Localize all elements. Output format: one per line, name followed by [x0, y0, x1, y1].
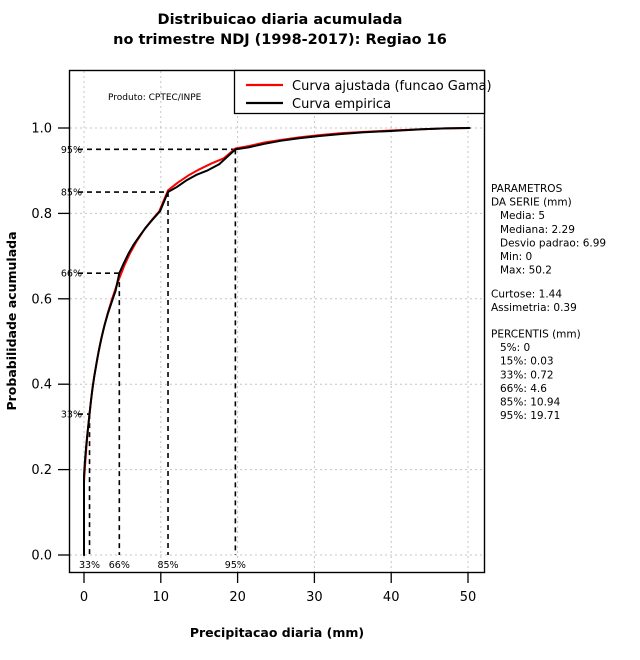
curve-empirica — [83, 127, 471, 556]
percentile-x-label-33: 33% — [79, 560, 100, 571]
y-tick-label: 0.2 — [31, 463, 52, 478]
sidebar-percentil-item-0: 5%: 0 — [500, 342, 530, 354]
x-axis-ticks: 0 10 20 30 40 50 — [80, 572, 476, 605]
legend: Curva ajustada (funcao Gama) Curva empir… — [233, 69, 492, 115]
x-tick-label: 50 — [460, 590, 477, 605]
page-title: Distribuicao diaria acumulada no trimest… — [0, 10, 560, 50]
y-tick-label: 0.4 — [31, 378, 52, 393]
y-axis-label: Probabilidade acumulada — [4, 231, 19, 410]
sidebar-shape-item-1: Assimetria: 0.39 — [491, 302, 577, 314]
percentile-x-label-85: 85% — [157, 560, 178, 571]
x-tick-label: 30 — [306, 590, 323, 605]
y-axis-ticks: 0.0 0.2 0.4 0.6 0.8 1.0 — [31, 122, 69, 564]
sidebar-heading-percentis: PERCENTIS (mm) — [491, 329, 581, 341]
data-curves — [83, 127, 471, 556]
gridlines — [70, 71, 484, 572]
sidebar-heading-serie-0: PARAMETROS — [491, 183, 563, 195]
sidebar-percentil-item-2: 33%: 0.72 — [500, 369, 554, 381]
sidebar-percentil-item-3: 66%: 4.6 — [500, 383, 547, 395]
percentile-x-label-95: 95% — [225, 560, 246, 571]
percentile-y-label-95: 95% — [61, 145, 82, 156]
percentile-y-label-33: 33% — [61, 410, 82, 421]
y-tick-label: 0.0 — [31, 549, 52, 564]
y-tick-label: 0.6 — [31, 292, 52, 307]
sidebar-percentil-item-1: 15%: 0.03 — [500, 356, 554, 368]
parameters-sidebar: PARAMETROS DA SERIE (mm)Media: 5 Mediana: … — [491, 183, 606, 422]
legend-box — [233, 69, 486, 115]
sidebar-serie-item-2: Desvio padrao: 6.99 — [500, 237, 606, 249]
sidebar-serie-item-4: Max: 50.2 — [500, 265, 552, 277]
plot-frame — [68, 69, 486, 574]
x-tick-label: 40 — [383, 590, 400, 605]
x-tick-label: 20 — [229, 590, 246, 605]
percentile-guide-lines — [78, 148, 237, 555]
y-tick-label: 0.8 — [31, 207, 52, 222]
x-tick-label: 0 — [80, 590, 88, 605]
title-line-2: no trimestre NDJ (1998-2017): Regiao 16 — [113, 32, 447, 48]
sidebar-percentil-item-4: 85%: 10.94 — [500, 397, 561, 409]
sidebar-shape-item-0: Curtose: 1.44 — [491, 288, 562, 300]
percentile-y-label-85: 85% — [61, 188, 82, 199]
legend-label-ajustada: Curva ajustada (funcao Gama) — [292, 79, 492, 94]
sidebar-serie-item-1: Mediana: 2.29 — [500, 224, 575, 236]
percentile-y-label-66: 66% — [61, 269, 82, 280]
sidebar-heading-serie-1: DA SERIE (mm) — [491, 197, 572, 209]
title-line-1: Distribuicao diaria acumulada — [157, 12, 403, 28]
x-tick-label: 10 — [153, 590, 170, 605]
sidebar-percentil-item-5: 95%: 19.71 — [500, 410, 560, 422]
x-axis-label: Precipitacao diaria (mm) — [190, 625, 364, 640]
produto-attribution: Produto: CPTEC/INPE — [108, 93, 202, 103]
percentile-x-label-66: 66% — [109, 560, 130, 571]
sidebar-serie-item-0: Media: 5 — [500, 210, 545, 222]
percentile-labels: 33% 33% 66% 66% 85% 85% 95% 95% — [61, 145, 246, 571]
y-tick-label: 1.0 — [31, 122, 52, 137]
legend-label-empirica: Curva empirica — [292, 97, 391, 112]
sidebar-serie-item-3: Min: 0 — [500, 251, 532, 263]
